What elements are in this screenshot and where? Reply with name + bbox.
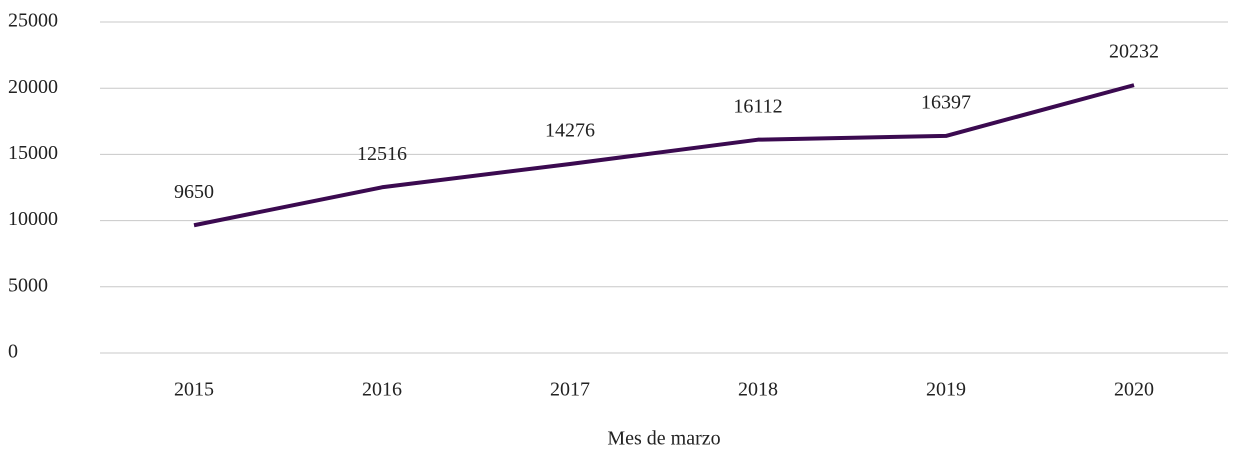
x-axis-label: Mes de marzo: [607, 428, 720, 450]
y-tick-label: 10000: [8, 208, 58, 230]
data-label: 16397: [921, 91, 971, 113]
x-tick-label: 2018: [738, 379, 778, 401]
data-label: 12516: [357, 143, 407, 165]
y-tick-label: 0: [8, 341, 18, 363]
data-label: 20232: [1109, 41, 1159, 63]
y-tick-label: 15000: [8, 142, 58, 164]
data-line: [193, 83, 1135, 228]
x-tick-label: 2020: [1114, 379, 1154, 401]
x-tick-label: 2016: [362, 379, 402, 401]
data-label: 14276: [545, 120, 595, 142]
y-tick-label: 25000: [8, 10, 58, 32]
y-tick-label: 5000: [8, 274, 48, 296]
x-tick-label: 2019: [926, 379, 966, 401]
x-tick-label: 2017: [550, 379, 590, 401]
data-label: 9650: [174, 181, 214, 203]
data-label: 16112: [733, 95, 782, 117]
y-tick-label: 20000: [8, 76, 58, 98]
x-tick-label: 2015: [174, 379, 214, 401]
